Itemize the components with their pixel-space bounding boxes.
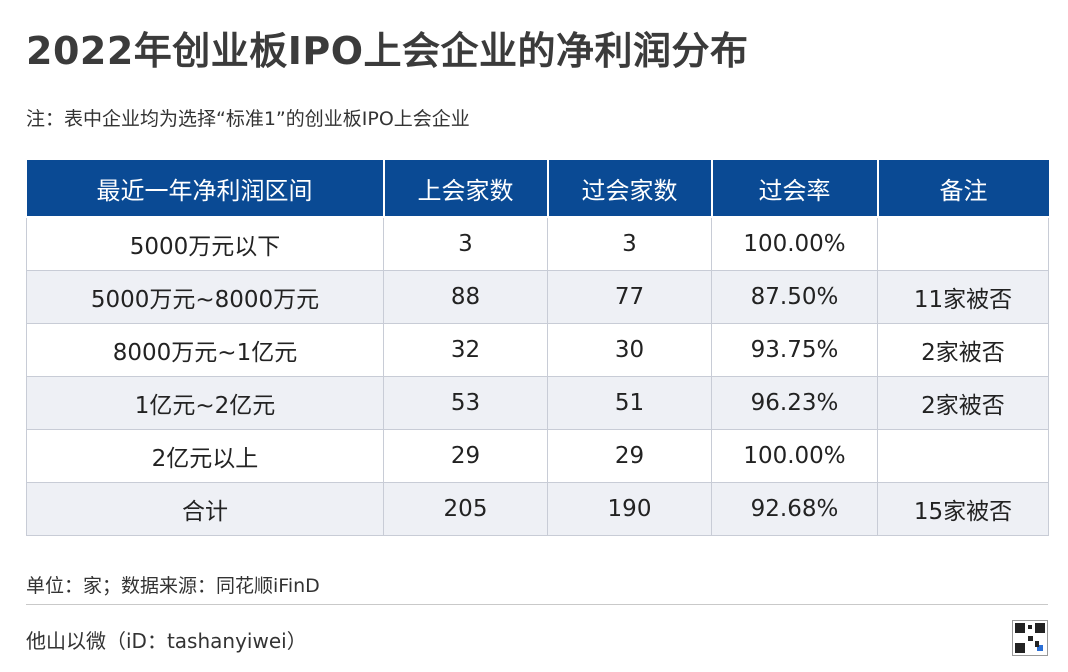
- cell-remark: [877, 216, 1049, 271]
- cell-listed-count: 32: [383, 323, 548, 377]
- cell-remark: 2家被否: [877, 323, 1049, 377]
- cell-listed-count: 3: [383, 216, 548, 271]
- cell-listed-count: 205: [383, 482, 548, 536]
- cell-passed-count: 51: [547, 376, 712, 430]
- cell-passed-count: 29: [547, 429, 712, 483]
- header-listed-count: 上会家数: [382, 160, 549, 218]
- cell-profit-range: 合计: [26, 482, 384, 536]
- cell-listed-count: 53: [383, 376, 548, 430]
- cell-pass-rate: 100.00%: [711, 429, 878, 483]
- cell-pass-rate: 92.68%: [711, 482, 878, 536]
- table-header-row: 最近一年净利润区间 上会家数 过会家数 过会率 备注: [26, 160, 1049, 218]
- cell-profit-range: 2亿元以上: [26, 429, 384, 483]
- cell-passed-count: 30: [547, 323, 712, 377]
- cell-profit-range: 8000万元~1亿元: [26, 323, 384, 377]
- net-profit-table: 最近一年净利润区间 上会家数 过会家数 过会率 备注 5000万元以下 3 3 …: [26, 160, 1049, 536]
- header-remark: 备注: [876, 160, 1049, 218]
- cell-listed-count: 88: [383, 270, 548, 324]
- cell-pass-rate: 87.50%: [711, 270, 878, 324]
- cell-passed-count: 190: [547, 482, 712, 536]
- table-total-row: 合计 205 190 92.68% 15家被否: [26, 482, 1049, 536]
- cell-listed-count: 29: [383, 429, 548, 483]
- brand-label: 他山以微（iD：tashanyiwei）: [26, 629, 307, 653]
- cell-pass-rate: 96.23%: [711, 376, 878, 430]
- page-title: 2022年创业板IPO上会企业的净利润分布: [26, 29, 749, 73]
- header-profit-range: 最近一年净利润区间: [26, 160, 385, 218]
- table-row: 8000万元~1亿元 32 30 93.75% 2家被否: [26, 323, 1049, 377]
- cell-remark: 15家被否: [877, 482, 1049, 536]
- unit-source-note: 单位：家；数据来源：同花顺iFinD: [26, 575, 320, 597]
- cell-pass-rate: 93.75%: [711, 323, 878, 377]
- cell-pass-rate: 100.00%: [711, 216, 878, 271]
- qr-code-icon: [1012, 620, 1048, 656]
- cell-remark: [877, 429, 1049, 483]
- cell-profit-range: 5000万元~8000万元: [26, 270, 384, 324]
- table-row: 5000万元以下 3 3 100.00%: [26, 216, 1049, 271]
- footer-divider: [26, 604, 1048, 605]
- table-row: 2亿元以上 29 29 100.00%: [26, 429, 1049, 483]
- cell-profit-range: 5000万元以下: [26, 216, 384, 271]
- table-row: 5000万元~8000万元 88 77 87.50% 11家被否: [26, 270, 1049, 324]
- cell-remark: 2家被否: [877, 376, 1049, 430]
- cell-profit-range: 1亿元~2亿元: [26, 376, 384, 430]
- cell-remark: 11家被否: [877, 270, 1049, 324]
- header-passed-count: 过会家数: [546, 160, 713, 218]
- cell-passed-count: 77: [547, 270, 712, 324]
- header-pass-rate: 过会率: [710, 160, 879, 218]
- table-row: 1亿元~2亿元 53 51 96.23% 2家被否: [26, 376, 1049, 430]
- cell-passed-count: 3: [547, 216, 712, 271]
- table-note: 注：表中企业均为选择“标准1”的创业板IPO上会企业: [26, 108, 470, 130]
